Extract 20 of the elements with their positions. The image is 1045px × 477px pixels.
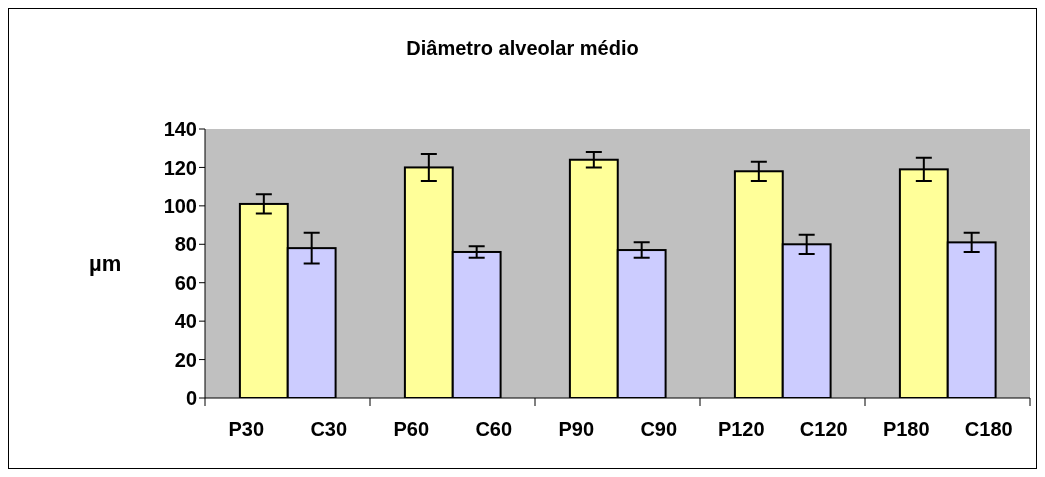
y-tick-label: 40 xyxy=(174,310,197,333)
x-tick-label: C30 xyxy=(310,418,348,440)
x-tick-label: P30 xyxy=(228,418,265,440)
y-tick-label: 0 xyxy=(185,387,197,410)
y-tick-label: 140 xyxy=(163,118,197,141)
y-tick-label: 120 xyxy=(163,156,197,179)
x-tick-label: C60 xyxy=(475,418,513,440)
x-tick-label: C120 xyxy=(799,418,848,440)
x-tick-label: P180 xyxy=(882,418,930,440)
y-tick-label: 100 xyxy=(163,194,197,217)
chart-title: Diâmetro alveolar médio xyxy=(405,37,640,60)
y-tick-label: 60 xyxy=(174,271,197,294)
x-tick-label: C90 xyxy=(640,418,678,440)
y-tick-label: 80 xyxy=(174,233,197,256)
y-tick-label: 20 xyxy=(174,348,197,371)
x-tick-label: P60 xyxy=(393,418,430,440)
x-tick-label: P90 xyxy=(558,418,595,440)
x-tick-label: C180 xyxy=(964,418,1013,440)
x-tick-label: P120 xyxy=(717,418,765,440)
y-axis-title: µm xyxy=(89,251,122,277)
